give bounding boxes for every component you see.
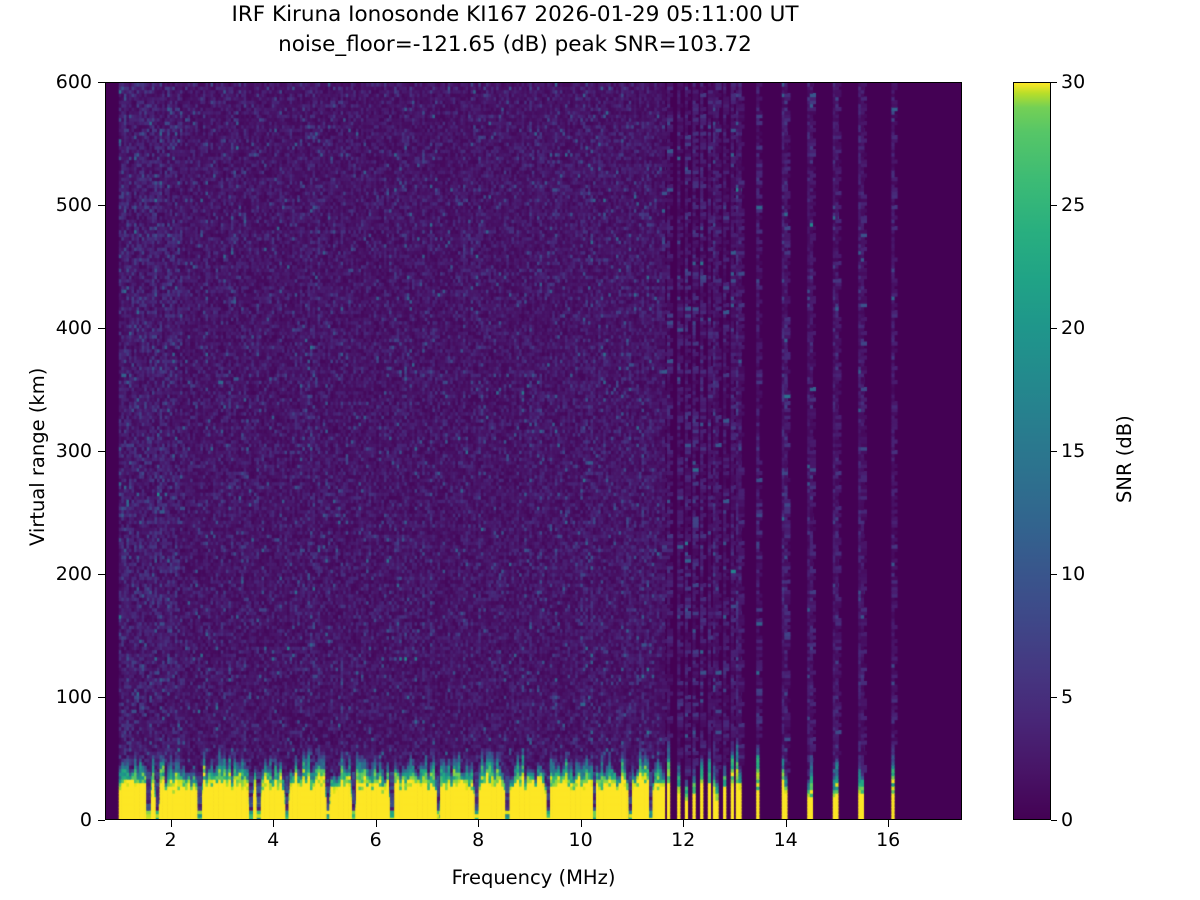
colorbar-tick-mark (1051, 574, 1057, 575)
y-tick-label: 200 (55, 562, 92, 585)
x-tick-mark (170, 820, 172, 827)
y-tick-mark (98, 328, 105, 329)
y-tick-mark (98, 697, 105, 698)
colorbar-tick-label: 5 (1061, 685, 1074, 708)
y-tick-mark (98, 820, 105, 821)
x-tick-mark (683, 820, 685, 827)
x-tick-mark (580, 820, 582, 827)
colorbar-tick-mark (1051, 697, 1057, 698)
ionogram-plot-area (105, 82, 962, 820)
x-tick-mark (888, 820, 890, 827)
colorbar-tick-label: 0 (1061, 808, 1074, 831)
colorbar-tick-mark (1051, 205, 1057, 206)
x-tick-label: 8 (472, 829, 485, 851)
y-tick-mark (98, 82, 105, 83)
y-tick-label: 100 (55, 685, 92, 708)
y-tick-label: 500 (55, 193, 92, 216)
colorbar-tick-label: 30 (1061, 70, 1086, 93)
y-tick-mark (98, 574, 105, 575)
colorbar-tick-label: 25 (1061, 193, 1086, 216)
colorbar-label: SNR (dB) (1113, 415, 1136, 503)
x-tick-label: 4 (267, 829, 280, 851)
x-tick-label: 14 (773, 829, 798, 851)
ionogram-heatmap-canvas (106, 83, 961, 819)
colorbar-tick-label: 20 (1061, 316, 1086, 339)
y-tick-label: 300 (55, 439, 92, 462)
x-axis-label: Frequency (MHz) (451, 866, 616, 889)
title-line-1: IRF Kiruna Ionosonde KI167 2026-01-29 05… (231, 2, 799, 27)
x-tick-label: 2 (164, 829, 177, 851)
x-tick-mark (785, 820, 787, 827)
x-tick-mark (273, 820, 275, 827)
y-tick-label: 400 (55, 316, 92, 339)
x-tick-label: 10 (568, 829, 593, 851)
snr-colorbar (1013, 82, 1051, 820)
colorbar-tick-mark (1051, 820, 1057, 821)
colorbar-tick-mark (1051, 82, 1057, 83)
x-tick-label: 16 (876, 829, 901, 851)
colorbar-tick-label: 10 (1061, 562, 1086, 585)
y-axis-label: Virtual range (km) (26, 367, 49, 546)
x-tick-label: 6 (369, 829, 382, 851)
y-tick-mark (98, 451, 105, 452)
colorbar-tick-mark (1051, 451, 1057, 452)
x-tick-mark (478, 820, 480, 827)
colorbar-tick-mark (1051, 328, 1057, 329)
colorbar-tick-label: 15 (1061, 439, 1086, 462)
y-tick-label: 600 (55, 70, 92, 93)
y-tick-label: 0 (79, 808, 92, 831)
title-line-2: noise_floor=-121.65 (dB) peak SNR=103.72 (278, 32, 752, 57)
y-tick-mark (98, 205, 105, 206)
x-tick-mark (375, 820, 377, 827)
x-tick-label: 12 (671, 829, 696, 851)
figure-title: IRF Kiruna Ionosonde KI167 2026-01-29 05… (0, 0, 1030, 60)
